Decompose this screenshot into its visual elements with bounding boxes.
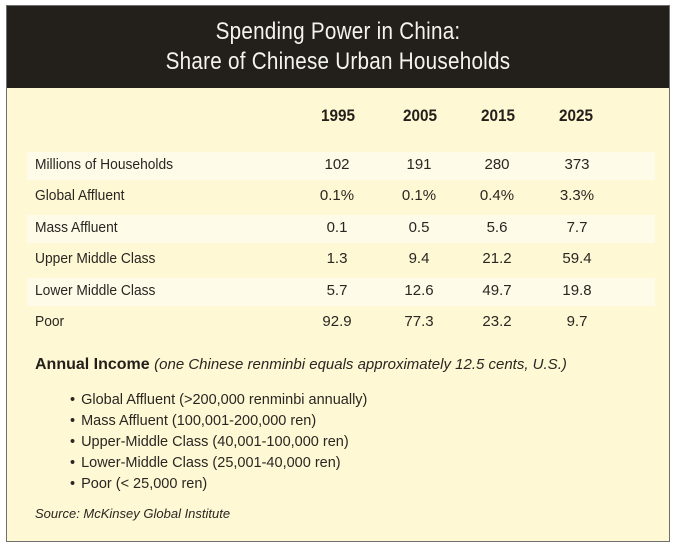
- table-cell: 12.6: [404, 282, 434, 299]
- table-cell: 0.1%: [319, 187, 355, 204]
- table-cell: 9.4: [408, 250, 430, 267]
- table-cell: 23.2: [482, 313, 512, 330]
- table-cell: 280: [484, 156, 510, 173]
- table-cell: 49.7: [482, 282, 512, 299]
- row-label: Lower Middle Class: [35, 282, 156, 299]
- chart-panel: Spending Power in China: Share of Chines…: [6, 5, 670, 542]
- row-band: [27, 278, 655, 306]
- table-cell: 191: [406, 156, 432, 173]
- table-cell: 19.8: [562, 282, 592, 299]
- table-cell: 5.7: [326, 282, 348, 299]
- table-cell: 0.1: [326, 219, 348, 236]
- title-line-2: Share of Chinese Urban Households: [165, 48, 511, 75]
- income-note: Annual Income (one Chinese renminbi equa…: [35, 356, 567, 374]
- income-bullet: Poor (< 25,000 ren): [70, 474, 367, 495]
- table-cell: 1.3: [326, 250, 348, 267]
- title-line-1: Spending Power in China:: [215, 18, 461, 45]
- income-heading: Annual Income: [35, 356, 150, 373]
- row-band: [27, 152, 655, 180]
- column-header: 2005: [403, 106, 438, 125]
- income-bullet: Global Affluent (>200,000 renminbi annua…: [70, 390, 367, 411]
- income-bullet: Lower-Middle Class (25,001-40,000 ren): [70, 453, 367, 474]
- row-label: Upper Middle Class: [35, 250, 156, 267]
- table-cell: 0.1%: [401, 187, 437, 204]
- table-cell: 0.5: [408, 219, 430, 236]
- column-header: 2025: [559, 106, 594, 125]
- table-cell: 77.3: [404, 313, 434, 330]
- row-label: Poor: [35, 313, 65, 330]
- table-cell: 9.7: [566, 313, 588, 330]
- table-cell: 5.6: [486, 219, 508, 236]
- column-header: 1995: [321, 106, 356, 125]
- column-header: 2015: [481, 106, 516, 125]
- table-cell: 3.3%: [559, 187, 595, 204]
- table-cell: 0.4%: [479, 187, 515, 204]
- row-label: Millions of Households: [35, 156, 174, 173]
- table-cell: 102: [324, 156, 350, 173]
- row-label: Mass Affluent: [35, 219, 118, 236]
- table-cell: 92.9: [322, 313, 352, 330]
- row-band: [27, 215, 655, 243]
- row-label: Global Affluent: [35, 187, 125, 204]
- income-detail: (one Chinese renminbi equals approximate…: [154, 356, 567, 373]
- income-bullet: Upper-Middle Class (40,001-100,000 ren): [70, 432, 367, 453]
- table-cell: 21.2: [482, 250, 512, 267]
- source-note: Source: McKinsey Global Institute: [35, 506, 231, 521]
- table-cell: 59.4: [562, 250, 592, 267]
- income-bullet: Mass Affluent (100,001-200,000 ren): [70, 411, 367, 432]
- income-bullets: Global Affluent (>200,000 renminbi annua…: [70, 390, 367, 495]
- table-cell: 7.7: [566, 219, 588, 236]
- table-cell: 373: [564, 156, 590, 173]
- title-banner: Spending Power in China: Share of Chines…: [7, 6, 669, 88]
